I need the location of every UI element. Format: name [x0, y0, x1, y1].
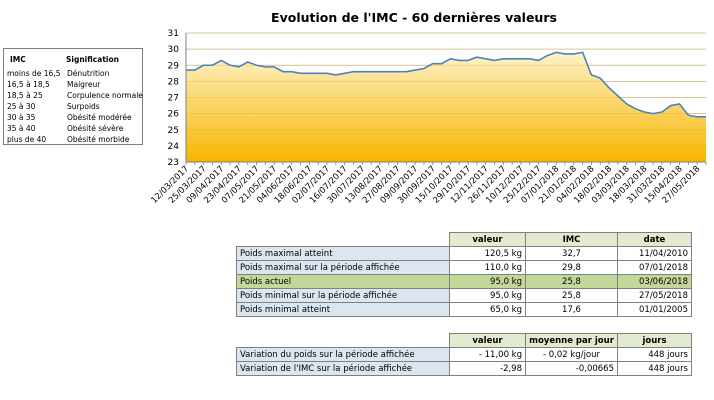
cell-jours: 448 jours — [617, 347, 692, 362]
table-row: Poids minimal atteint 65,0 kg 17,6 01/01… — [236, 302, 692, 317]
header-date: date — [617, 232, 692, 247]
weight-summary-table: valeur IMC date Poids maximal atteint 12… — [236, 232, 692, 317]
cell-imc: 29,8 — [525, 260, 618, 275]
table-row: Variation du poids sur la période affich… — [236, 347, 692, 362]
legend-row: plus de 40 Obésité morbide — [4, 135, 142, 145]
cell-moyenne: -0,00665 — [525, 361, 618, 376]
y-tick-label: 30 — [168, 45, 180, 55]
legend-row: 35 à 40 Obésité sévère — [4, 124, 142, 134]
table-header-row: valeur IMC date — [236, 232, 692, 247]
cell-date: 03/06/2018 — [617, 274, 692, 289]
row-label: Poids minimal atteint — [236, 302, 450, 317]
legend-row: 18,5 à 25 Corpulence normale — [4, 91, 143, 101]
y-tick-label: 28 — [168, 77, 180, 87]
y-tick-label: 24 — [168, 142, 180, 152]
legend-header-imc: IMC — [10, 55, 26, 64]
legend-imc-range: plus de 40 — [7, 135, 47, 144]
cell-date: 11/04/2010 — [617, 246, 692, 261]
legend-header-signification: Signification — [66, 55, 119, 64]
header-moyenne: moyenne par jour — [525, 333, 618, 348]
cell-valeur: 95,0 kg — [449, 288, 526, 303]
cell-valeur: - 11,00 kg — [449, 347, 526, 362]
cell-valeur: -2,98 — [449, 361, 526, 376]
table-row: Poids minimal sur la période affichée 95… — [236, 288, 692, 303]
legend-imc-range: 18,5 à 25 — [7, 91, 43, 100]
legend-imc-range: 25 à 30 — [7, 102, 36, 111]
table-row: Poids maximal sur la période affichée 11… — [236, 260, 692, 275]
table-row: Poids maximal atteint 120,5 kg 32,7 11/0… — [236, 246, 692, 261]
header-valeur: valeur — [449, 333, 526, 348]
imc-legend-box: IMC Signification moins de 16,5 Dénutrit… — [3, 48, 143, 145]
cell-valeur: 110,0 kg — [449, 260, 526, 275]
table-row-current: Poids actuel 95,0 kg 25,8 03/06/2018 — [236, 274, 692, 289]
cell-valeur: 95,0 kg — [449, 274, 526, 289]
cell-date: 27/05/2018 — [617, 288, 692, 303]
legend-imc-range: 35 à 40 — [7, 124, 36, 133]
imc-chart: Evolution de l'IMC - 60 dernières valeur… — [149, 10, 707, 206]
y-tick-label: 23 — [168, 158, 179, 168]
variation-table: valeur moyenne par jour jours Variation … — [236, 333, 692, 376]
legend-meaning: Obésité morbide — [67, 135, 130, 144]
imc-area-fill — [186, 52, 706, 162]
cell-imc: 25,8 — [525, 274, 618, 289]
legend-imc-range: moins de 16,5 — [7, 69, 61, 78]
chart-title: Evolution de l'IMC - 60 dernières valeur… — [271, 10, 557, 25]
cell-jours: 448 jours — [617, 361, 692, 376]
legend-meaning: Obésité modérée — [67, 113, 132, 122]
chart-axes — [185, 33, 706, 163]
header-jours: jours — [617, 333, 692, 348]
imc-line — [186, 51, 706, 118]
y-tick-label: 25 — [168, 126, 179, 136]
cell-date: 07/01/2018 — [617, 260, 692, 275]
row-label: Variation de l'IMC sur la période affich… — [236, 361, 450, 376]
y-tick-label: 29 — [168, 61, 180, 71]
row-label: Poids maximal sur la période affichée — [236, 260, 450, 275]
legend-row: 25 à 30 Surpoids — [4, 102, 142, 112]
legend-imc-range: 30 à 35 — [7, 113, 36, 122]
x-axis-ticks: 12/03/201725/03/201709/04/201723/04/2017… — [149, 162, 707, 206]
legend-meaning: Surpoids — [67, 102, 100, 111]
header-imc: IMC — [525, 232, 618, 247]
table-row: Variation de l'IMC sur la période affich… — [236, 361, 692, 376]
row-label: Poids minimal sur la période affichée — [236, 288, 450, 303]
legend-row: 30 à 35 Obésité modérée — [4, 113, 142, 123]
cell-imc: 17,6 — [525, 302, 618, 317]
legend-meaning: Corpulence normale — [67, 91, 143, 100]
header-blank-cell — [236, 333, 450, 348]
legend-row: 16,5 à 18,5 Maigreur — [4, 80, 142, 90]
cell-valeur: 65,0 kg — [449, 302, 526, 317]
header-blank-cell — [236, 232, 450, 247]
y-tick-label: 27 — [168, 94, 179, 104]
legend-imc-range: 16,5 à 18,5 — [7, 80, 50, 89]
header-valeur: valeur — [449, 232, 526, 247]
row-label: Poids maximal atteint — [236, 246, 450, 261]
row-label: Variation du poids sur la période affich… — [236, 347, 450, 362]
row-label: Poids actuel — [236, 274, 450, 289]
cell-imc: 25,8 — [525, 288, 618, 303]
y-tick-label: 31 — [168, 29, 179, 39]
y-tick-label: 26 — [168, 110, 180, 120]
cell-valeur: 120,5 kg — [449, 246, 526, 261]
legend-row: moins de 16,5 Dénutrition — [4, 69, 142, 79]
legend-meaning: Maigreur — [67, 80, 101, 89]
legend-meaning: Dénutrition — [67, 69, 110, 78]
legend-meaning: Obésité sévère — [67, 124, 124, 133]
cell-date: 01/01/2005 — [617, 302, 692, 317]
cell-moyenne: - 0,02 kg/jour — [525, 347, 618, 362]
y-axis-ticks: 23 24 25 26 27 28 29 30 31 — [168, 29, 180, 168]
table-header-row: valeur moyenne par jour jours — [236, 333, 692, 348]
cell-imc: 32,7 — [525, 246, 618, 261]
